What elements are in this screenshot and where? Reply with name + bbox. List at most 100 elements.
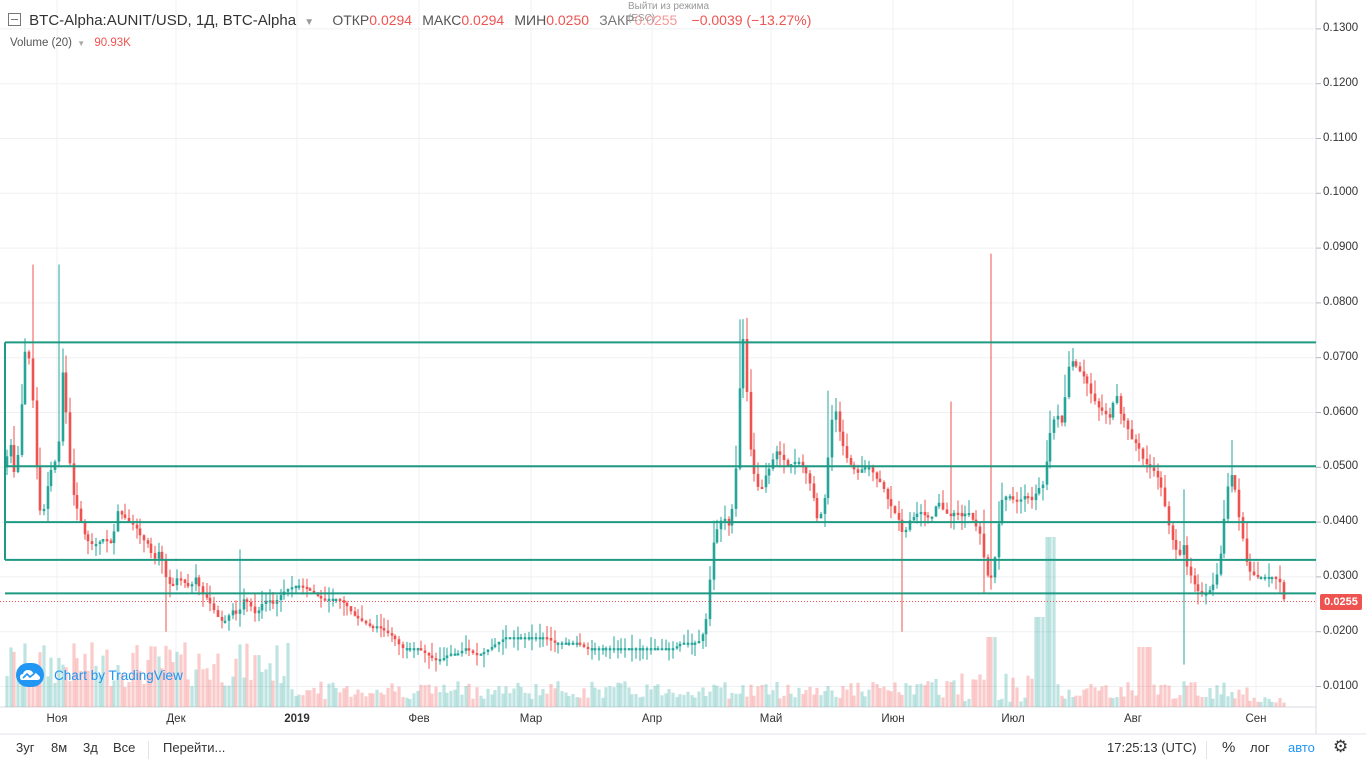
candle-body	[1060, 415, 1064, 423]
volume-bar	[179, 654, 183, 707]
utc-clock[interactable]: 17:25:13 (UTC)	[1107, 740, 1197, 755]
candle-body	[449, 653, 453, 656]
candle-body	[238, 609, 242, 614]
gear-icon[interactable]: ⚙	[1333, 737, 1349, 756]
volume-bar	[1189, 682, 1193, 707]
volume-bar	[72, 643, 76, 707]
tooltip-line2: (ESC)	[628, 13, 656, 24]
candle-body	[138, 528, 142, 536]
volume-bar	[386, 687, 390, 707]
volume-bar	[590, 681, 594, 707]
volume-bar	[945, 681, 949, 707]
candle-body	[601, 648, 605, 651]
range-button-3y[interactable]: 3уг	[16, 740, 35, 755]
candle-body	[31, 358, 35, 401]
auto-scale-toggle[interactable]: авто	[1288, 740, 1315, 755]
volume-bar	[819, 695, 823, 707]
candle-body	[1011, 496, 1015, 500]
candle-body	[94, 544, 98, 547]
range-button-3d[interactable]: 3д	[83, 740, 98, 755]
candle-body	[1200, 591, 1204, 594]
volume-bar	[1267, 698, 1271, 707]
candle-body	[1078, 366, 1082, 372]
candle-body	[323, 598, 327, 601]
candle-body	[142, 535, 146, 541]
volume-bar	[475, 687, 479, 707]
candle-body	[867, 467, 871, 470]
volume-bar	[1215, 685, 1219, 707]
range-button-all[interactable]: Все	[113, 740, 136, 755]
volume-bar	[538, 695, 542, 707]
volume-bar	[282, 676, 286, 707]
candle-body	[1178, 549, 1182, 555]
volume-bar	[708, 691, 712, 707]
candle-body	[497, 641, 501, 645]
candle-body	[186, 582, 190, 587]
volume-bar	[497, 686, 501, 707]
volume-bar	[1108, 697, 1112, 707]
candle-body	[1270, 576, 1274, 580]
candle-body	[775, 451, 779, 460]
volume-bar	[390, 683, 394, 707]
candle-body	[1156, 470, 1160, 478]
volume-bar	[897, 692, 901, 707]
candle-body	[1174, 539, 1178, 550]
volume-bar	[201, 669, 205, 707]
volume-bar	[560, 691, 564, 707]
candle-body	[627, 648, 631, 651]
candle-body	[556, 642, 560, 645]
volume-bar	[804, 690, 808, 707]
candle-body	[1185, 545, 1189, 567]
candle-body	[978, 526, 982, 534]
tradingview-logo[interactable]: Chart by TradingView	[16, 663, 183, 687]
candle-body	[586, 646, 590, 650]
volume-bar	[645, 684, 649, 707]
chevron-down-icon[interactable]: ▼	[77, 39, 86, 48]
log-scale-toggle[interactable]: лог	[1250, 740, 1270, 755]
volume-bar	[75, 658, 79, 707]
volume-bar	[756, 686, 760, 707]
chevron-down-icon[interactable]: ▼	[304, 17, 315, 28]
candle-body	[771, 459, 775, 469]
volume-bar	[116, 665, 120, 707]
candle-body	[434, 658, 438, 661]
candle-body	[120, 511, 124, 515]
volume-bar	[1023, 697, 1027, 707]
candle-body	[730, 508, 734, 526]
candle-body	[623, 648, 627, 651]
volume-bar	[449, 690, 453, 707]
volume-bar	[86, 670, 90, 707]
volume-bar	[1000, 698, 1004, 707]
volume-bar	[1089, 684, 1093, 707]
candle-body	[356, 615, 360, 619]
volume-bar	[912, 694, 916, 707]
volume-bar	[331, 682, 335, 707]
candle-body	[297, 585, 301, 588]
volume-label[interactable]: Volume (20)	[10, 37, 73, 49]
chart-menu-icon[interactable]	[8, 13, 21, 26]
candle-body	[390, 633, 394, 636]
volume-bar	[541, 688, 545, 707]
volume-bar	[771, 690, 775, 707]
volume-bar	[1167, 685, 1171, 707]
volume-bar	[604, 687, 608, 707]
candle-body	[1182, 545, 1186, 555]
volume-bar	[512, 688, 516, 707]
goto-date-button[interactable]: Перейти...	[163, 740, 226, 755]
candle-body	[704, 619, 708, 635]
volume-bar	[442, 684, 446, 707]
volume-bar	[782, 695, 786, 707]
symbol-title[interactable]: BTC-Alpha:AUNIT/USD, 1Д, BTC-Alpha	[29, 12, 297, 29]
candle-body	[1085, 376, 1089, 384]
price-tick-label: 0.0200	[1323, 624, 1359, 637]
volume-bar	[719, 687, 723, 707]
candle-body	[541, 637, 545, 640]
volume-bar	[212, 664, 216, 707]
candle-body	[1145, 458, 1149, 465]
candle-body	[1196, 584, 1200, 592]
candle-body	[767, 468, 771, 476]
percent-scale-toggle[interactable]: %	[1222, 739, 1236, 756]
range-button-8m[interactable]: 8м	[51, 740, 68, 755]
